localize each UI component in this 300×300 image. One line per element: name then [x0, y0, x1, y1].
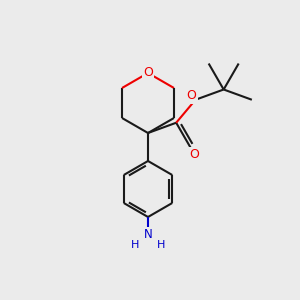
Text: H: H — [157, 240, 165, 250]
Text: O: O — [143, 67, 153, 80]
Text: O: O — [189, 148, 199, 161]
Text: H: H — [131, 240, 139, 250]
Text: N: N — [144, 229, 152, 242]
Text: O: O — [187, 89, 196, 102]
